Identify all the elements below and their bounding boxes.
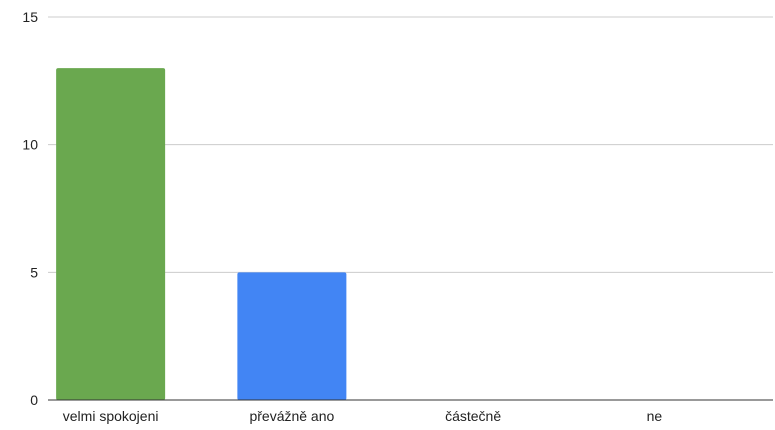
x-category-label: částečně: [445, 408, 501, 424]
y-tick-label: 5: [30, 264, 38, 280]
gridlines: [48, 16, 773, 273]
bars: [56, 68, 347, 401]
bar: [237, 272, 347, 400]
y-tick-label: 10: [22, 137, 38, 153]
x-axis-labels: velmi spokojeni převážně ano částečně ne: [63, 408, 663, 424]
x-category-label: velmi spokojeni: [63, 408, 159, 424]
x-category-label: převážně ano: [249, 408, 334, 424]
bar: [56, 68, 166, 401]
y-tick-label: 0: [30, 392, 38, 408]
x-category-label: ne: [647, 408, 663, 424]
y-tick-label: 15: [22, 9, 38, 25]
y-axis-ticks: 0 5 10 15: [22, 9, 38, 408]
